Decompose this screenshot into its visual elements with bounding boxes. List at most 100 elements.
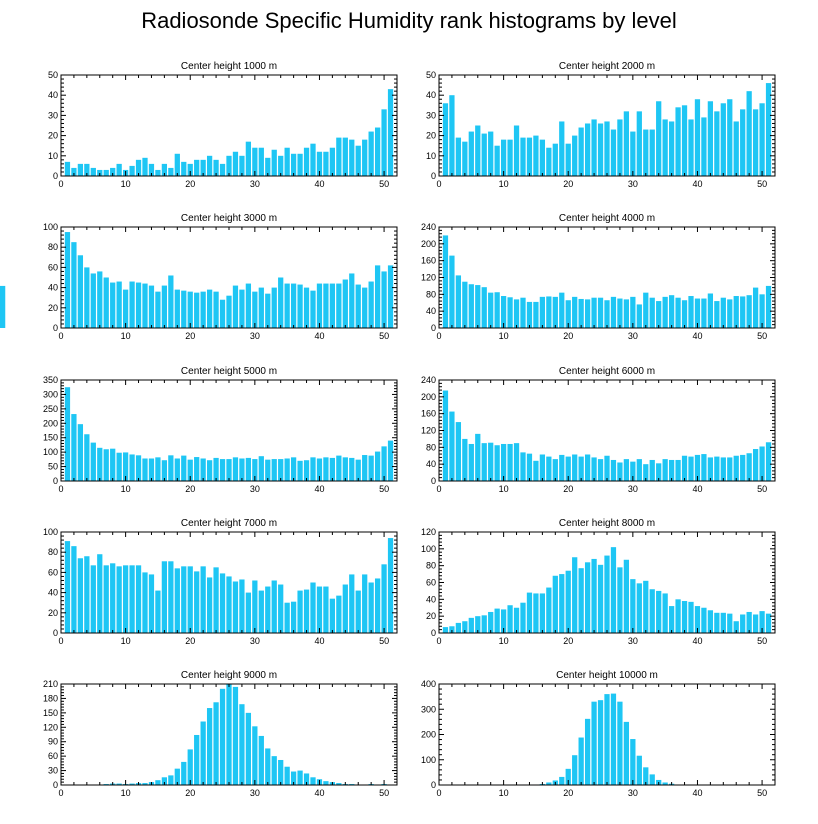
histogram-bar: [668, 606, 675, 633]
histogram-bar: [643, 292, 649, 328]
histogram-bar: [168, 275, 174, 328]
histogram-bar: [656, 101, 662, 176]
histogram-bar: [303, 460, 310, 481]
panel-title: Center height 1000 m: [181, 61, 277, 72]
histogram-bar: [71, 167, 77, 176]
x-tick-label: 50: [379, 788, 389, 798]
histogram-bar: [194, 734, 200, 785]
histogram-bar: [746, 91, 752, 176]
histogram-bar: [316, 586, 323, 633]
histogram-panel: Center height 8000 m 0 10 20 30 40 50 0 20 40 60 80…: [421, 518, 776, 646]
x-tick-label: 30: [628, 484, 638, 494]
histogram-bar: [759, 611, 765, 633]
histogram-bar: [349, 139, 355, 176]
histogram-bar: [449, 255, 455, 328]
panel-title: Center height 4000 m: [559, 213, 655, 224]
histogram-bar: [584, 123, 591, 176]
histogram-bar: [252, 726, 258, 785]
histogram-bar: [720, 297, 726, 328]
histogram-bar: [442, 627, 449, 633]
histogram-bar: [449, 626, 455, 633]
histogram-bar: [526, 137, 533, 176]
x-tick-label: 30: [628, 331, 638, 341]
histogram-bar: [142, 458, 148, 481]
histogram-bar: [546, 147, 552, 176]
histogram-bar: [688, 296, 694, 328]
histogram-bar: [604, 300, 610, 328]
histogram-bar: [232, 686, 239, 785]
x-tick-label: 10: [499, 636, 509, 646]
histogram-bar: [116, 566, 122, 633]
histogram-bar: [727, 299, 733, 328]
x-tick-label: 50: [757, 636, 767, 646]
histogram-bar: [284, 147, 290, 176]
y-tick-label: 60: [48, 751, 58, 761]
histogram-bar: [174, 568, 180, 633]
histogram-bar: [84, 267, 90, 328]
histogram-bar: [206, 577, 213, 633]
x-tick-label: 0: [436, 484, 441, 494]
y-tick-label: 200: [421, 239, 436, 249]
histogram-bar: [662, 782, 668, 785]
histogram-bar: [513, 443, 520, 482]
histogram-bar: [181, 455, 187, 481]
histogram-bar: [110, 563, 116, 633]
y-tick-label: 30: [48, 766, 58, 776]
histogram-bar: [649, 129, 655, 176]
histogram-bar: [643, 464, 649, 481]
histogram-bar: [546, 782, 552, 785]
histogram-bar: [226, 576, 232, 633]
histogram-bar: [733, 621, 739, 633]
histogram-bar: [610, 459, 617, 481]
histogram-bar: [168, 167, 174, 176]
histogram-bar: [442, 235, 449, 328]
histogram-bar: [84, 163, 90, 176]
histogram-bar: [520, 137, 526, 176]
histogram-bar: [116, 281, 122, 328]
x-tick-label: 20: [563, 331, 573, 341]
x-tick-label: 20: [185, 179, 195, 189]
y-tick-label: 40: [426, 459, 436, 469]
histogram-bar: [462, 141, 468, 176]
histogram-bar: [500, 443, 507, 481]
y-tick-label: 240: [421, 375, 436, 385]
histogram-bar: [362, 287, 368, 328]
histogram-bar: [219, 688, 226, 785]
x-tick-label: 10: [499, 484, 509, 494]
histogram-bar: [310, 457, 316, 481]
histogram-bar: [64, 161, 71, 176]
histogram-bar: [578, 456, 584, 481]
histogram-bar: [630, 461, 636, 481]
histogram-bar: [513, 125, 520, 176]
histogram-bar: [135, 565, 142, 633]
histogram-bar: [387, 440, 394, 481]
histogram-bar: [656, 590, 662, 633]
histogram-bar: [591, 701, 597, 785]
y-tick-label: 40: [48, 90, 58, 100]
histogram-bar: [468, 617, 474, 633]
y-tick-label: 10: [48, 151, 58, 161]
histogram-bar: [765, 83, 772, 176]
histogram-panel: Center height 2000 m 0 10 20 30 40 50 0 10 20 30 40…: [426, 61, 776, 189]
histogram-bar: [252, 459, 258, 481]
histogram-bar: [733, 455, 739, 481]
histogram-bar: [559, 121, 565, 176]
x-tick-label: 0: [58, 179, 63, 189]
histogram-bar: [297, 153, 303, 176]
histogram-bar: [462, 438, 468, 481]
x-tick-label: 40: [692, 636, 702, 646]
x-tick-label: 50: [757, 484, 767, 494]
histogram-bar: [200, 458, 206, 481]
histogram-bar: [381, 564, 387, 633]
histogram-bar: [681, 105, 688, 176]
histogram-bar: [265, 293, 271, 328]
panel-title: Center height 9000 m: [181, 670, 277, 681]
y-tick-label: 210: [43, 679, 58, 689]
histogram-bar: [597, 297, 604, 328]
histogram-bar: [623, 559, 630, 633]
histogram-bar: [290, 601, 297, 633]
histogram-panel: Center height 3000 m 0 10 20 30 40 50 0 20 40 60 80…: [43, 213, 398, 341]
y-tick-label: 350: [43, 375, 58, 385]
histogram-bar: [374, 127, 381, 176]
histogram-bar: [623, 459, 630, 481]
